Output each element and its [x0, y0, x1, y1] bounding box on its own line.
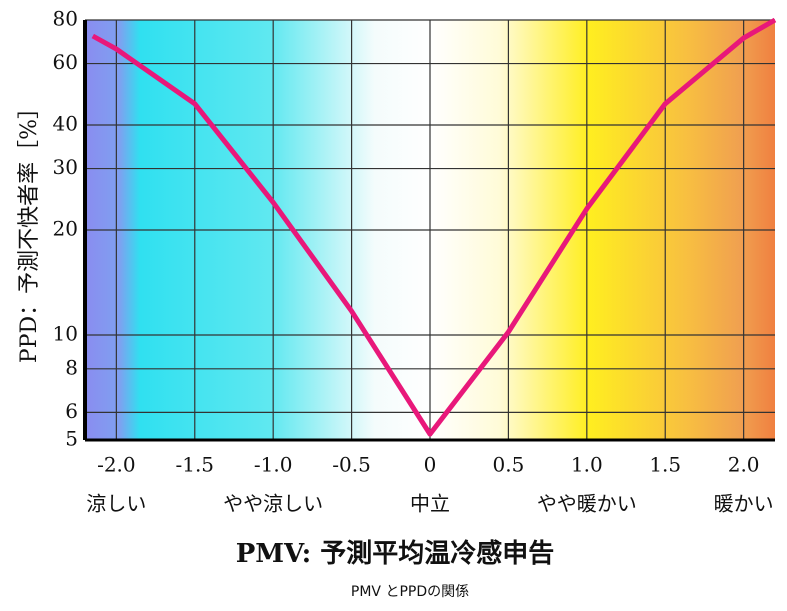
- sensation-label: 涼しい: [86, 492, 146, 516]
- y-tick-label: 80: [53, 7, 78, 31]
- y-tick-label: 60: [53, 50, 78, 74]
- x-tick-label: 1.5: [649, 453, 681, 477]
- y-axis-label: PPD：予測不快者率［%］: [17, 97, 42, 363]
- x-tick-label: -0.5: [332, 453, 371, 477]
- y-tick-label: 20: [53, 217, 78, 241]
- y-tick-label: 40: [53, 112, 78, 136]
- y-tick-label: 10: [53, 322, 78, 346]
- x-tick-label: 1.0: [571, 453, 603, 477]
- y-tick-label: 30: [53, 155, 78, 179]
- y-tick-label: 8: [65, 355, 78, 379]
- sensation-label: 中立: [410, 492, 450, 516]
- x-tick-label: 0.5: [493, 453, 525, 477]
- grid: [85, 19, 775, 441]
- x-tick-label: 2.0: [728, 453, 760, 477]
- y-tick-label: 5: [65, 427, 78, 451]
- sensation-label: やや涼しい: [223, 492, 323, 516]
- ppd-curve: [91, 17, 777, 437]
- x-tick-label: -1.0: [254, 453, 293, 477]
- x-axis-label: PMV: 予測平均温冷感申告: [236, 538, 555, 569]
- x-tick-label: -2.0: [97, 453, 136, 477]
- x-tick-label: -1.5: [175, 453, 214, 477]
- y-tick-label: 6: [65, 399, 78, 423]
- sensation-label: やや暖かい: [537, 492, 637, 516]
- sensation-label: 暖かい: [714, 492, 774, 516]
- x-tick-label: 0: [424, 453, 437, 477]
- caption: PMV とPPDの関係: [351, 584, 469, 600]
